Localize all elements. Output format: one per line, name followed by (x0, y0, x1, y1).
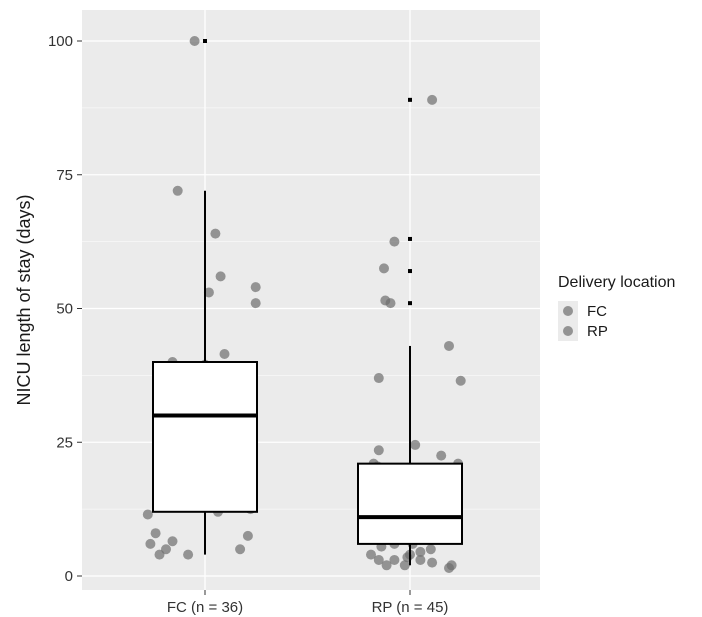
data-point-fc (250, 298, 261, 309)
data-point-rp (381, 560, 392, 571)
outlier-point (408, 97, 412, 102)
box-rp (357, 462, 463, 545)
data-point-fc (142, 509, 153, 520)
data-point-fc (161, 544, 171, 555)
y-tick-label: 100 (48, 33, 73, 50)
axes: 0 25 50 75 100 FC (n = 36) RP (n = 45) (48, 33, 448, 616)
outlier-point (408, 301, 412, 306)
data-point-rp (399, 560, 410, 571)
data-point-rp (427, 94, 438, 105)
y-tick-label: 75 (56, 167, 73, 184)
data-point-rp (389, 236, 400, 247)
data-point-fc (242, 530, 253, 541)
data-point-fc (210, 228, 221, 239)
x-tick-label: FC (n = 36) (167, 599, 243, 616)
data-point-fc (250, 282, 261, 293)
data-point-rp (389, 554, 400, 565)
box-fc (152, 361, 258, 513)
data-point-fc (219, 348, 230, 359)
legend-key-fc (563, 306, 573, 316)
panel-background (82, 10, 540, 590)
y-axis-title: NICU length of stay (days) (14, 194, 34, 405)
data-point-fc (150, 528, 161, 539)
data-point-fc (183, 549, 194, 560)
data-point-rp (427, 557, 438, 568)
data-point-rp (415, 554, 426, 565)
plot-panel (82, 10, 540, 590)
y-tick-label: 0 (65, 568, 73, 585)
data-point-rp (455, 375, 466, 386)
legend-label-fc: FC (587, 303, 607, 320)
data-point-fc (235, 544, 246, 555)
data-point-rp (373, 554, 384, 565)
data-point-rp (373, 373, 384, 384)
data-point-fc (167, 536, 178, 547)
outlier-point (408, 236, 412, 241)
data-point-fc (215, 271, 226, 282)
data-point-rp (410, 439, 421, 450)
x-tick-label: RP (n = 45) (372, 599, 449, 616)
data-point-fc (189, 36, 200, 46)
data-point-rp (366, 549, 376, 560)
data-point-rp (444, 562, 454, 573)
data-point-fc (145, 538, 156, 549)
boxes (152, 39, 463, 566)
data-point-rp (379, 263, 389, 274)
legend-label-rp: RP (587, 323, 608, 340)
data-point-rp (415, 546, 426, 557)
y-tick-label: 50 (56, 301, 73, 318)
legend-title: Delivery location (558, 274, 675, 291)
data-point-rp (425, 544, 436, 555)
outlier-point (408, 269, 412, 274)
legend: Delivery location FC RP (558, 274, 675, 341)
y-tick-label: 25 (56, 434, 73, 451)
data-point-rp (373, 445, 384, 456)
legend-key-rp (563, 326, 573, 336)
outlier-point (203, 39, 207, 43)
data-point-fc (172, 185, 183, 196)
data-point-rp (436, 450, 447, 461)
data-point-rp (385, 298, 396, 309)
data-point-fc (203, 287, 214, 298)
data-point-rp (444, 340, 454, 351)
